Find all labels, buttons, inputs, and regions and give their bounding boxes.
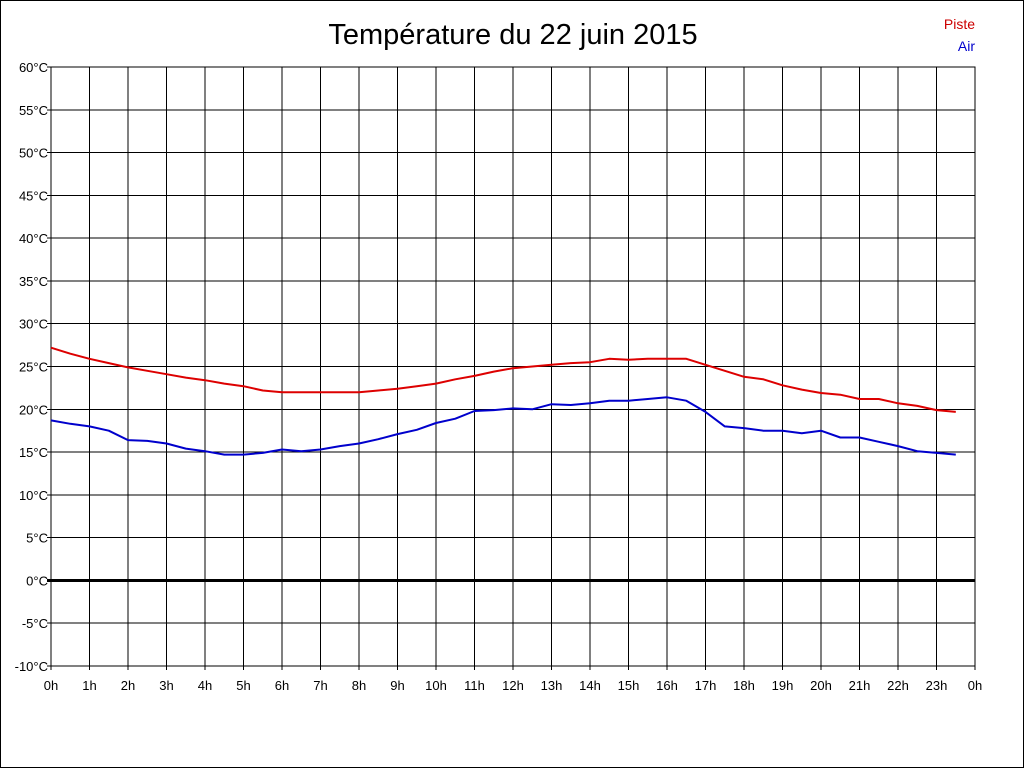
y-tick-label: -5°C [22, 616, 48, 631]
y-tick-label: 20°C [19, 402, 48, 417]
x-tick-label: 17h [695, 678, 717, 693]
x-tick-label: 20h [810, 678, 832, 693]
legend: Piste Air [944, 13, 975, 57]
x-tick-label: 5h [236, 678, 250, 693]
x-tick-label: 18h [733, 678, 755, 693]
x-tick-label: 0h [968, 678, 982, 693]
y-tick-label: 55°C [19, 103, 48, 118]
y-tick-label: 5°C [26, 531, 48, 546]
legend-item-air: Air [957, 38, 975, 54]
y-tick-label: 30°C [19, 317, 48, 332]
x-tick-label: 12h [502, 678, 524, 693]
y-tick-label: 35°C [19, 274, 48, 289]
y-tick-label: 25°C [19, 360, 48, 375]
x-tick-label: 6h [275, 678, 289, 693]
y-tick-label: 10°C [19, 488, 48, 503]
legend-item-piste: Piste [943, 16, 975, 32]
x-tick-label: 10h [425, 678, 447, 693]
series-line-air [50, 396, 956, 456]
x-tick-label: 16h [656, 678, 678, 693]
y-tick-label: -10°C [15, 659, 48, 674]
x-tick-label: 3h [159, 678, 173, 693]
y-tick-label: 40°C [19, 231, 48, 246]
x-tick-label: 15h [618, 678, 640, 693]
x-tick-label: 0h [44, 678, 58, 693]
y-tick-label: 60°C [19, 60, 48, 75]
plot-border [50, 66, 976, 667]
x-tick-label: 19h [772, 678, 794, 693]
y-tick-label: 50°C [19, 146, 48, 161]
x-tick-label: 1h [82, 678, 96, 693]
x-tick-label: 7h [313, 678, 327, 693]
x-tick-label: 11h [464, 678, 485, 693]
x-tick-label: 21h [849, 678, 871, 693]
series-line-piste [50, 346, 956, 413]
x-tick-label: 14h [579, 678, 601, 693]
x-tick-label: 9h [390, 678, 404, 693]
x-tick-label: 13h [541, 678, 563, 693]
x-tick-label: 4h [198, 678, 212, 693]
y-tick-label: 15°C [19, 445, 48, 460]
y-tick-label: 0°C [26, 573, 48, 588]
x-tick-label: 8h [352, 678, 366, 693]
x-tick-label: 2h [121, 678, 135, 693]
x-tick-label: 23h [926, 678, 948, 693]
y-tick-label: 45°C [19, 188, 48, 203]
x-tick-label: 22h [887, 678, 909, 693]
chart-title: Température du 22 juin 2015 [328, 19, 698, 51]
